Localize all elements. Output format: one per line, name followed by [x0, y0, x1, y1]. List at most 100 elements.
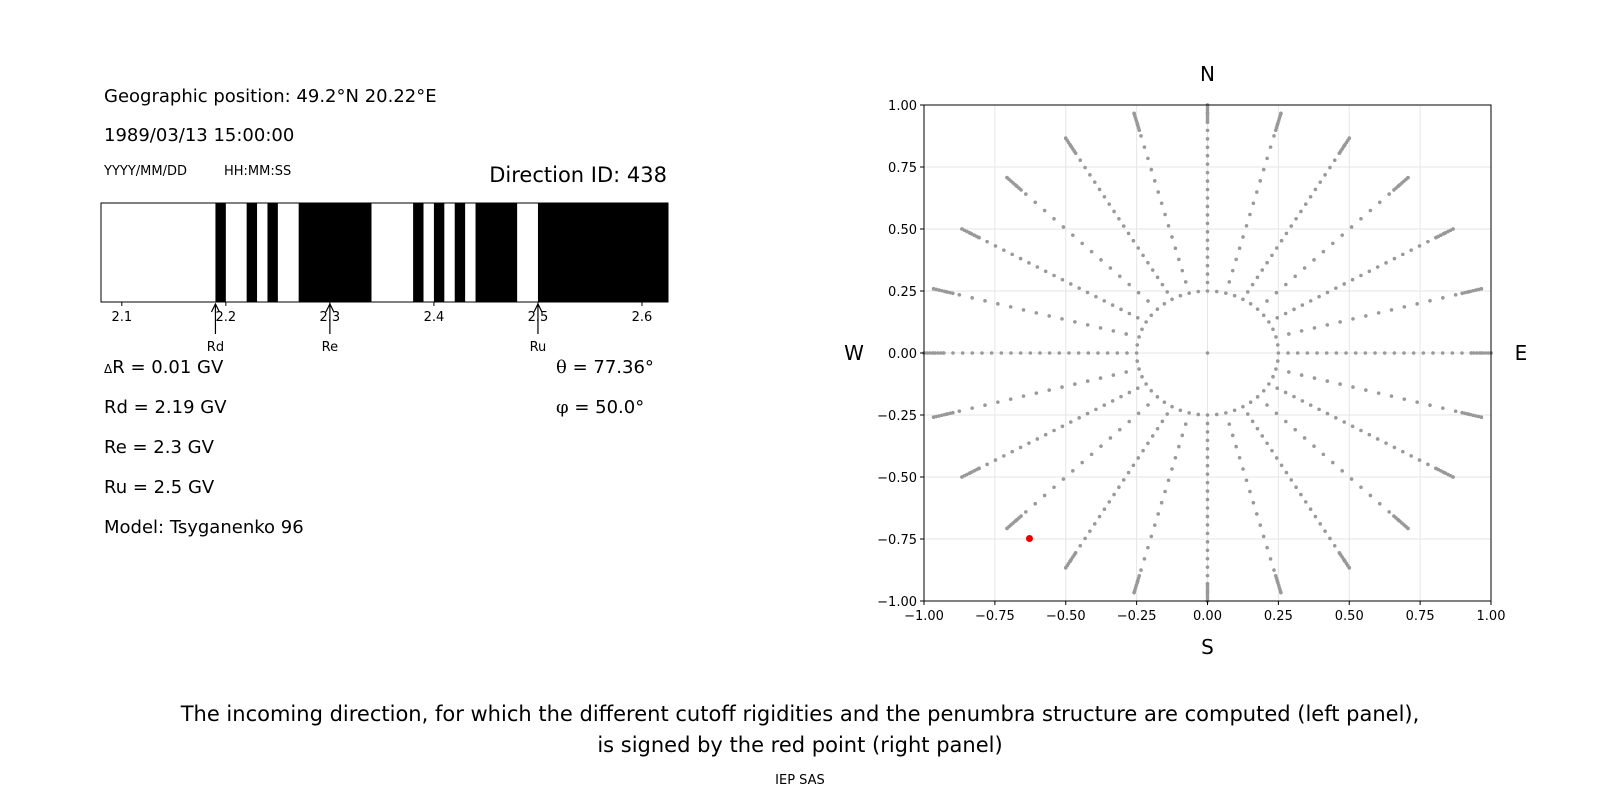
direction-point: [1205, 196, 1210, 200]
direction-point: [1205, 581, 1210, 586]
forbidden-band: [537, 203, 668, 302]
direction-point: [1214, 412, 1219, 417]
direction-point: [1312, 376, 1317, 380]
direction-point: [1033, 501, 1038, 506]
direction-point: [1187, 291, 1191, 295]
direction-point: [1173, 246, 1178, 250]
direction-point: [957, 409, 962, 413]
caption-line-2: is signed by the red point (right panel): [597, 733, 1003, 757]
direction-point: [1323, 529, 1327, 533]
direction-point: [1205, 506, 1210, 510]
highlighted-direction-point: [1025, 535, 1033, 543]
direction-point: [1415, 302, 1419, 306]
direction-point: [1244, 478, 1249, 483]
direction-point: [1083, 536, 1087, 541]
direction-point: [1384, 261, 1388, 265]
direction-point: [1351, 317, 1355, 321]
direction-point: [1300, 303, 1305, 307]
direction-point: [1265, 299, 1269, 303]
penumbra-frame: [100, 202, 669, 303]
direction-point: [1330, 241, 1335, 246]
direction-point: [1146, 299, 1150, 303]
direction-point: [1107, 500, 1112, 504]
direction-point: [1303, 500, 1308, 504]
direction-point: [1024, 510, 1028, 514]
direction-point: [1177, 444, 1181, 449]
direction-point: [1275, 315, 1280, 320]
direction-point: [1159, 201, 1164, 206]
direction-point: [1205, 489, 1210, 493]
direction-point: [1132, 111, 1136, 116]
direction-point: [1205, 255, 1210, 259]
direction-point: [1289, 224, 1294, 228]
direction-point: [1061, 477, 1066, 481]
y-tick-label: −0.50: [877, 471, 917, 486]
direction-point: [1234, 444, 1238, 449]
direction-point: [931, 287, 936, 291]
direction-point: [1080, 241, 1085, 246]
direction-point: [1170, 297, 1174, 302]
direction-point: [1308, 403, 1313, 407]
direction-point: [1008, 397, 1013, 401]
direction-point: [1117, 274, 1122, 279]
forbidden-band: [298, 203, 372, 302]
direction-point: [1094, 294, 1098, 299]
marker-arrowhead: [210, 302, 220, 313]
direction-point: [1099, 258, 1103, 262]
direction-point: [1205, 421, 1210, 426]
direction-point: [1170, 235, 1174, 239]
direction-point: [1321, 452, 1326, 457]
direction-point: [1283, 390, 1288, 395]
direction-point: [1411, 351, 1416, 355]
direction-point: [1205, 137, 1210, 141]
direction-point: [1205, 179, 1210, 183]
caption-line-1: The incoming direction, for which the di…: [180, 702, 1420, 726]
direction-point: [951, 291, 955, 296]
direction-point: [1088, 529, 1092, 533]
datetime: 1989/03/13 15:00:00: [104, 125, 295, 146]
direction-point: [1183, 280, 1188, 284]
direction-point: [1102, 299, 1107, 303]
direction-point: [1241, 297, 1245, 302]
direction-point: [1251, 201, 1256, 206]
direction-point: [1350, 277, 1355, 282]
direction-point: [1052, 273, 1056, 278]
direction-point: [1334, 286, 1338, 290]
y-tick-label: −0.25: [877, 409, 917, 424]
direction-point: [996, 302, 1000, 306]
direction-point: [1178, 408, 1183, 413]
direction-point: [937, 288, 941, 292]
direction-point: [993, 458, 998, 462]
direction-point: [1479, 415, 1484, 419]
direction-point: [1406, 526, 1410, 531]
direction-point: [960, 351, 965, 355]
direction-point: [1325, 411, 1330, 416]
direction-point: [1299, 492, 1303, 497]
direction-point: [1302, 436, 1307, 440]
direction-point: [1146, 441, 1150, 446]
direction-point: [1034, 311, 1039, 315]
direction-point: [1450, 351, 1455, 355]
direction-point: [1284, 419, 1288, 424]
direction-point: [1144, 382, 1148, 386]
direction-point: [1279, 111, 1283, 116]
direction-point: [1428, 299, 1432, 303]
direction-point: [1476, 414, 1481, 419]
direction-point: [1080, 460, 1085, 465]
direction-point: [983, 299, 987, 303]
direction-point: [1460, 410, 1464, 415]
direction-point: [1086, 351, 1091, 355]
direction-point: [1417, 244, 1422, 248]
direction-point: [1088, 173, 1092, 177]
direction-point: [1248, 212, 1252, 217]
direction-point: [1453, 293, 1458, 297]
direction-point: [1349, 225, 1354, 229]
x-tick-label: 2.2: [216, 310, 237, 325]
direction-point: [1471, 413, 1475, 418]
direction-point: [1140, 374, 1144, 379]
direction-point: [1472, 351, 1476, 355]
direction-point: [1334, 351, 1339, 355]
direction-point: [1426, 462, 1430, 467]
direction-point: [1387, 192, 1391, 196]
direction-point: [1136, 456, 1141, 460]
